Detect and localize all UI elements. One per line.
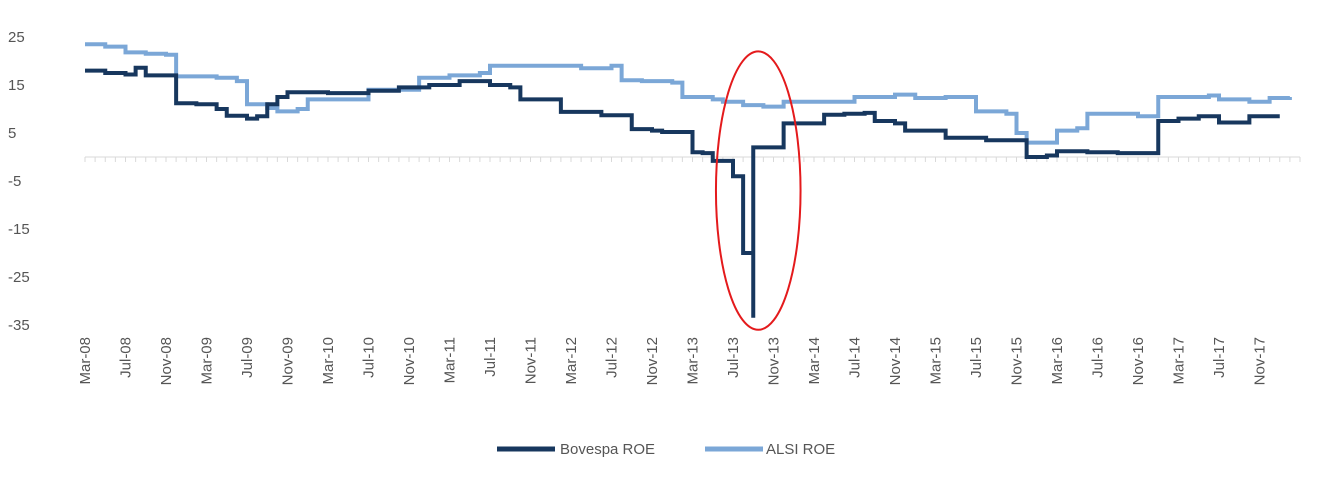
y-axis-tick-labels: 25 15 5 -5 -15 -25 -35 [8,29,30,334]
x-tick-label: Mar-14 [806,337,823,385]
x-tick-label: Nov-10 [401,337,418,385]
x-tick-label: Jul-08 [118,337,135,378]
x-tick-label: Nov-15 [1009,337,1026,385]
x-tick-label: Jul-15 [968,337,985,378]
y-tick-label: -5 [8,173,21,190]
legend-label: ALSI ROE [766,441,835,458]
x-tick-label: Mar-16 [1049,337,1066,385]
x-tick-label: Mar-12 [563,337,580,385]
x-tick-label: Mar-09 [199,337,216,385]
y-tick-label: -35 [8,317,30,334]
x-tick-label: Jul-12 [604,337,621,378]
series-line-bovespa-roe [85,65,1280,318]
highlight-ellipse [714,50,802,331]
x-tick-label: Jul-09 [239,337,256,378]
x-tick-label: Jul-14 [847,337,864,378]
x-tick-label: Mar-13 [685,337,702,385]
x-tick-label: Jul-13 [725,337,742,378]
x-tick-label: Nov-08 [158,337,175,385]
chart-legend: Bovespa ROE ALSI ROE [497,441,835,458]
x-tick-label: Nov-11 [523,337,540,384]
x-tick-label: Nov-14 [887,337,904,385]
x-tick-label: Mar-08 [77,337,94,385]
x-tick-label: Nov-17 [1252,337,1269,385]
x-tick-label: Mar-17 [1171,337,1188,385]
x-tick-label: Jul-17 [1211,337,1228,378]
x-tick-label: Mar-10 [320,337,337,385]
highlight-annotation [714,50,802,331]
x-tick-label: Mar-11 [442,337,459,383]
y-tick-label: 5 [8,125,16,142]
series-line-alsi-roe [85,42,1292,145]
x-tick-label: Jul-10 [361,337,378,378]
x-tick-label: Nov-13 [766,337,783,385]
y-tick-label: 15 [8,77,25,94]
x-tick-label: Nov-09 [280,337,297,385]
x-tick-label: Nov-12 [644,337,661,385]
series-lines [85,42,1292,318]
x-tick-label: Mar-15 [928,337,945,385]
y-tick-label: 25 [8,29,25,46]
x-axis: Mar-08 Jul-08 Nov-08 Mar-09 Jul-09 Nov-09 Mar-… [77,156,1301,385]
x-tick-label: Nov-16 [1130,337,1147,385]
y-tick-label: -25 [8,269,30,286]
legend-label: Bovespa ROE [560,441,655,458]
x-tick-label: Jul-11 [482,337,499,377]
x-tick-label: Jul-16 [1090,337,1107,378]
y-tick-label: -15 [8,221,30,238]
